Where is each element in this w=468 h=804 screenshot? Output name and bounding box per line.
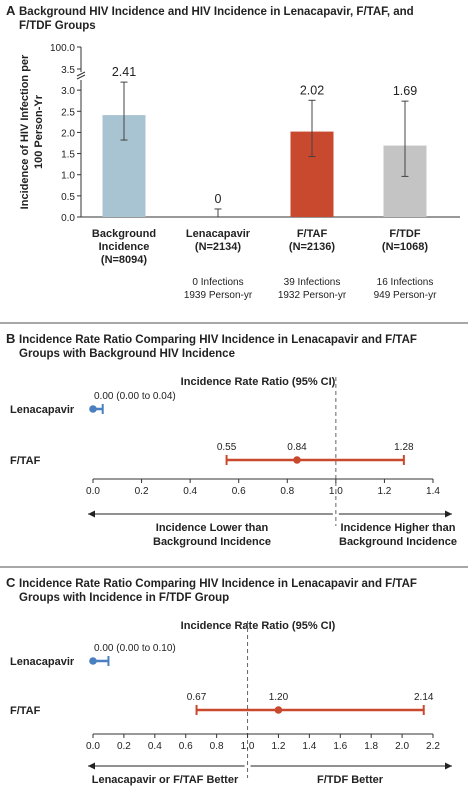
category-note: 1939 Person-yr — [184, 290, 253, 301]
category-note: 1932 Person-yr — [278, 290, 347, 301]
category-label: Incidence — [99, 241, 150, 253]
x-tick-label: 0.2 — [135, 486, 149, 497]
arrowhead-right — [445, 510, 452, 518]
category-note: 0 Infections — [192, 277, 243, 288]
panel-a-letter: A — [6, 3, 16, 18]
y-axis-title-line: 100 Person-Yr — [33, 94, 45, 169]
category-label: (N=2136) — [289, 241, 336, 253]
x-tick-label: 0.4 — [148, 741, 162, 752]
x-tick-label: 2.0 — [395, 741, 409, 752]
panel-a-title-line: Background HIV Incidence and HIV Inciden… — [19, 6, 414, 18]
axis-title: Incidence Rate Ratio (95% CI) — [181, 376, 336, 388]
category-note: 16 Infections — [377, 277, 434, 288]
row-label: Lenacapavir — [10, 656, 75, 668]
direction-label-right: Incidence Higher than — [341, 522, 456, 534]
y-tick-label: 3.5 — [61, 65, 75, 76]
x-tick-label: 2.2 — [426, 741, 440, 752]
y-tick-label: 100.0 — [50, 43, 75, 54]
x-tick-label: 0.0 — [86, 486, 100, 497]
x-tick-label: 0.6 — [179, 741, 193, 752]
y-tick-label: 3.0 — [61, 86, 75, 97]
category-label: (N=8094) — [101, 254, 148, 266]
x-tick-label: 1.2 — [272, 741, 286, 752]
row-label: Lenacapavir — [10, 404, 75, 416]
point-estimate — [89, 405, 97, 413]
y-tick-label: 0.5 — [61, 192, 75, 203]
direction-label-left: Background Incidence — [153, 536, 271, 548]
estimate-label: 0.84 — [287, 442, 307, 453]
category-label: F/TDF — [389, 228, 420, 240]
x-tick-label: 0.6 — [232, 486, 246, 497]
axis-break-mark — [76, 71, 86, 77]
x-tick-label: 1.4 — [426, 486, 440, 497]
panel-a-title-line: F/TDF Groups — [19, 20, 96, 32]
arrowhead-right — [445, 762, 452, 770]
x-tick-label: 1.2 — [377, 486, 391, 497]
x-tick-label: 0.8 — [210, 741, 224, 752]
category-note: 39 Infections — [284, 277, 341, 288]
category-label: (N=1068) — [382, 241, 429, 253]
x-tick-label: 0.0 — [86, 741, 100, 752]
bar-value-label: 2.02 — [300, 83, 324, 97]
arrowhead-left — [88, 762, 95, 770]
axis-title: Incidence Rate Ratio (95% CI) — [181, 620, 336, 632]
panel-title-line: Groups with Background HIV Incidence — [19, 348, 235, 360]
category-label: F/TAF — [297, 228, 328, 240]
x-tick-label: 1.0 — [329, 486, 343, 497]
estimate-label: 1.20 — [269, 692, 289, 703]
y-tick-label: 2.5 — [61, 107, 75, 118]
y-tick-label: 1.0 — [61, 171, 75, 182]
point-estimate — [89, 657, 97, 665]
ci-upper-label: 1.28 — [394, 442, 414, 453]
row-label: F/TAF — [10, 455, 41, 467]
ci-upper-label: 2.14 — [414, 692, 434, 703]
point-estimate — [274, 706, 283, 714]
x-tick-label: 0.4 — [183, 486, 197, 497]
category-label: Background — [92, 228, 156, 240]
x-tick-label: 0.2 — [117, 741, 131, 752]
y-axis-title: Incidence of HIV Infection per 100 Person… — [19, 54, 45, 209]
y-axis-title-line: Incidence of HIV Infection per — [19, 54, 31, 209]
x-tick-label: 1.4 — [302, 741, 316, 752]
axis-break-mark — [76, 74, 86, 80]
arrowhead-left — [88, 510, 95, 518]
y-tick-label: 1.5 — [61, 150, 75, 161]
panel-letter: B — [6, 331, 15, 346]
category-label: (N=2134) — [195, 241, 242, 253]
x-tick-label: 1.6 — [333, 741, 347, 752]
panel-a: A Background HIV Incidence and HIV Incide… — [6, 3, 460, 301]
y-tick-label: 2.0 — [61, 128, 75, 139]
direction-label-right: F/TDF Better — [317, 774, 384, 786]
panel-title-line: Incidence Rate Ratio Comparing HIV Incid… — [19, 578, 417, 590]
estimate-label: 0.00 (0.00 to 0.10) — [94, 643, 176, 654]
estimate-label: 0.00 (0.00 to 0.04) — [94, 391, 176, 402]
ci-lower-label: 0.67 — [187, 692, 207, 703]
direction-label-right: Background Incidence — [339, 536, 457, 548]
bar-value-label: 1.69 — [393, 84, 417, 98]
panel-title-line: Groups with Incidence in F/TDF Group — [19, 592, 229, 604]
bar-value-label: 0 — [215, 192, 222, 206]
x-tick-label: 0.8 — [280, 486, 294, 497]
panel-b: B Incidence Rate Ratio Comparing HIV Inci… — [0, 322, 468, 548]
panel-title-line: Incidence Rate Ratio Comparing HIV Incid… — [19, 334, 417, 346]
panel-letter: C — [6, 575, 16, 590]
row-label: F/TAF — [10, 705, 41, 717]
x-tick-label: 1.0 — [241, 741, 255, 752]
x-tick-label: 1.8 — [364, 741, 378, 752]
y-tick-label: 0.0 — [61, 213, 75, 224]
point-estimate — [293, 456, 301, 464]
bar-value-label: 2.41 — [112, 65, 136, 79]
category-note: 949 Person-yr — [374, 290, 437, 301]
category-label: Lenacapavir — [186, 228, 251, 240]
panel-c: C Incidence Rate Ratio Comparing HIV Inci… — [0, 566, 468, 786]
ci-lower-label: 0.55 — [217, 442, 237, 453]
direction-label-left: Incidence Lower than — [156, 522, 269, 534]
direction-label-left: Lenacapavir or F/TAF Better — [92, 774, 239, 786]
